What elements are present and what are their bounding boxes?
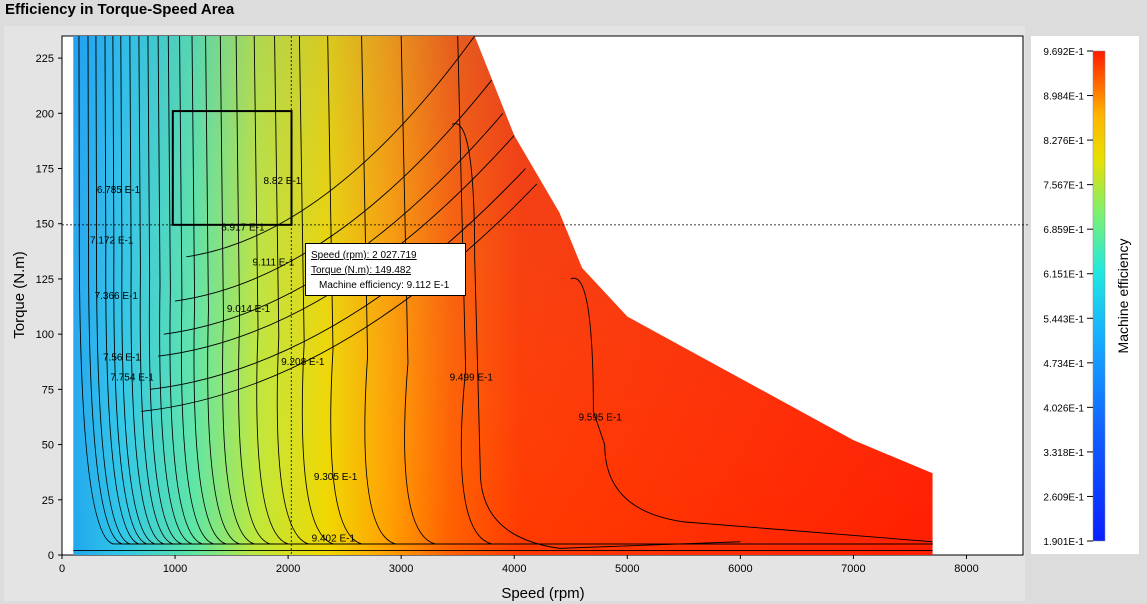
colorbar-tick-label: 5.443E-1 (1043, 314, 1084, 325)
contour-label: 6.785 E-1 (97, 185, 141, 196)
contour-line (451, 123, 741, 549)
x-tick-label: 8000 (954, 563, 978, 575)
contour-label: 9.208 E-1 (281, 357, 325, 368)
y-tick-label: 100 (36, 329, 54, 341)
contour-label: 9.305 E-1 (314, 472, 358, 483)
colorbar-tick-label: 1.901E-1 (1043, 537, 1084, 548)
colorbar (1092, 50, 1106, 542)
y-axis-label: Torque (N.m) (11, 251, 28, 339)
x-tick-label: 5000 (615, 563, 639, 575)
contour-line (157, 36, 933, 545)
selection-rectangle[interactable] (171, 110, 293, 226)
contour-line (95, 36, 933, 545)
tooltip-speed: Speed (rpm): 2 027.719 (311, 250, 417, 261)
chart-title: Efficiency in Torque-Speed Area (5, 1, 235, 18)
tooltip-efficiency: Machine efficiency: 9.112 E-1 (319, 280, 450, 291)
contour-line (129, 36, 933, 545)
contour-line (400, 36, 933, 545)
colorbar-tick-label: 4.026E-1 (1043, 403, 1084, 414)
y-tick-label: 150 (36, 219, 54, 231)
contour-line (191, 36, 933, 545)
contour-label: 9.595 E-1 (578, 412, 622, 423)
contour-label: 8.82 E-1 (264, 176, 302, 187)
x-tick-label: 0 (59, 563, 65, 575)
hover-tooltip: Speed (rpm): 2 027.719 Torque (N.m): 149… (305, 243, 466, 296)
x-tick-label: 7000 (841, 563, 865, 575)
colorbar-tick-label: 6.859E-1 (1043, 225, 1084, 236)
contour-label: 7.366 E-1 (95, 291, 139, 302)
colorbar-tick-label: 8.984E-1 (1043, 92, 1084, 103)
y-tick-label: 175 (36, 164, 54, 176)
contour-line (87, 36, 933, 545)
contour-line (205, 36, 933, 545)
contour-label: 7.754 E-1 (110, 373, 154, 384)
x-axis-label: Speed (rpm) (501, 585, 584, 602)
contour-line (141, 183, 538, 412)
contour-line (104, 36, 933, 545)
colorbar-tick-label: 4.734E-1 (1043, 359, 1084, 370)
contour-line (112, 36, 933, 545)
y-tick-label: 50 (42, 440, 54, 452)
contour-line (327, 36, 933, 545)
y-tick-label: 25 (42, 495, 54, 507)
colorbar-tick-label: 8.276E-1 (1043, 136, 1084, 147)
y-tick-label: 0 (48, 550, 54, 562)
efficiency-heatmap (73, 36, 933, 555)
tooltip-torque: Torque (N.m): 149.482 (311, 265, 412, 276)
contour-line (179, 36, 933, 545)
contour-label: 7.56 E-1 (103, 353, 141, 364)
y-tick-label: 125 (36, 274, 54, 286)
x-tick-label: 1000 (163, 563, 187, 575)
contour-line (78, 36, 933, 545)
contour-label: 9.014 E-1 (227, 304, 271, 315)
contour-line (235, 36, 933, 545)
contour-line (120, 36, 933, 545)
colorbar-tick-label: 6.151E-1 (1043, 270, 1084, 281)
colorbar-label: Machine efficiency (1115, 239, 1131, 354)
x-tick-label: 4000 (502, 563, 526, 575)
contour-line (138, 36, 933, 545)
x-tick-label: 6000 (728, 563, 752, 575)
contour-label: 9.402 E-1 (312, 534, 356, 545)
overlays (62, 36, 1028, 555)
contour-line (186, 36, 476, 258)
contour-lines (73, 36, 933, 552)
colorbar-panel (1031, 36, 1139, 554)
contour-line (570, 277, 933, 543)
colorbar-tick-label: 7.567E-1 (1043, 181, 1084, 192)
contour-line (298, 36, 933, 545)
y-tick-label: 225 (36, 53, 54, 65)
colorbar-ticks: 9.692E-1 8.984E-1 8.276E-1 7.567E-1 6.859E-1… (1043, 47, 1093, 548)
contour-label: 9.499 E-1 (450, 373, 494, 384)
contour-line (274, 36, 933, 545)
contour-line (219, 36, 933, 545)
colorbar-tick-label: 9.692E-1 (1043, 47, 1084, 58)
y-tick-label: 200 (36, 108, 54, 120)
y-tick-label: 75 (42, 384, 54, 396)
contour-line (361, 36, 933, 545)
x-tick-label: 2000 (276, 563, 300, 575)
x-tick-label: 3000 (389, 563, 413, 575)
contour-line (174, 79, 492, 302)
contour-label: 9.111 E-1 (252, 258, 294, 269)
contour-line (147, 36, 933, 545)
colorbar-tick-label: 3.318E-1 (1043, 448, 1084, 459)
contour-labels: 6.785 E-1 7.172 E-1 7.366 E-1 7.56 E-1 7.754… (90, 176, 622, 545)
contour-label: 7.172 E-1 (90, 236, 134, 247)
contour-line (167, 36, 933, 545)
efficiency-shading (73, 36, 933, 555)
contour-line (457, 36, 933, 545)
contour-label: 8.917 E-1 (221, 222, 265, 233)
colorbar-tick-label: 2.609E-1 (1043, 492, 1084, 503)
axes: 0 1000 2000 3000 4000 5000 6000 7000 8000 0 25 50 75… (36, 53, 979, 575)
